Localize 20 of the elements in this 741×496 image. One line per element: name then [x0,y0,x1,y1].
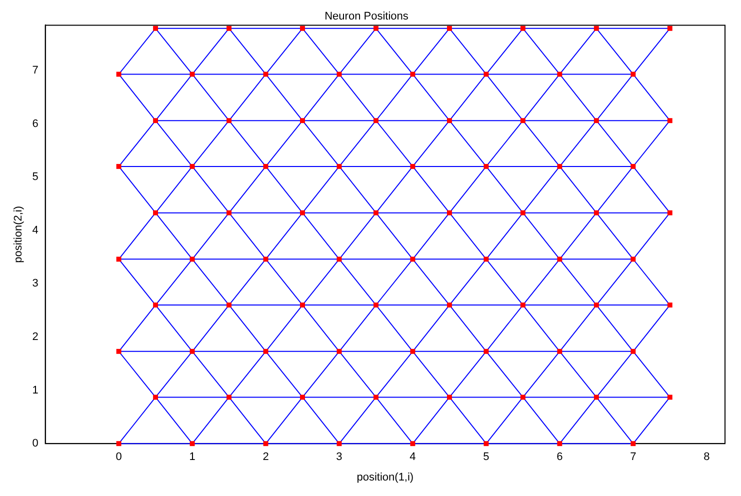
x-tick-label: 4 [410,451,416,464]
y-tick-label: 0 [32,438,38,450]
x-tick-label: 0 [116,451,122,464]
y-tick-label: 6 [32,118,38,130]
x-tick-label: 6 [556,451,563,464]
chart-title: Neuron Positions [324,10,409,23]
x-axis-title: position(1,i) [356,471,414,484]
y-tick-label: 1 [32,384,38,396]
x-tick-label: 8 [704,451,710,464]
y-axis-title: position(2,i) [12,206,25,263]
x-tick-label: 3 [336,451,342,464]
x-tick-label: 2 [262,451,269,464]
y-tick-label: 3 [32,278,38,290]
x-tick-label: 5 [483,451,490,464]
y-tick-label: 2 [32,331,38,344]
x-tick-label: 1 [189,451,196,464]
y-tick-label: 5 [32,171,38,184]
x-tick-label: 7 [630,451,636,464]
y-tick-label: 7 [32,64,38,77]
y-tick-label: 4 [32,224,38,236]
